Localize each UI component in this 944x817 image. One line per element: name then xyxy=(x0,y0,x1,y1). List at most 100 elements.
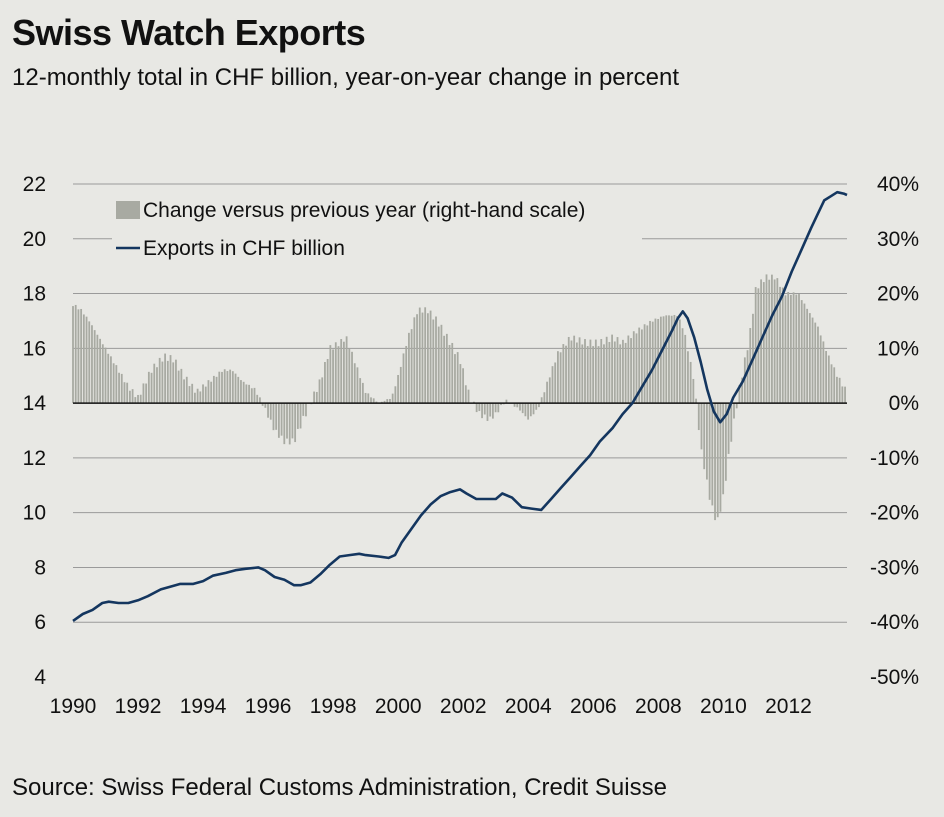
bar xyxy=(730,403,733,442)
bar xyxy=(692,378,695,404)
y-right-tick-label: 40% xyxy=(877,173,919,196)
bar xyxy=(88,321,91,404)
source-note: Source: Swiss Federal Customs Administra… xyxy=(12,774,667,801)
bar xyxy=(242,381,245,404)
bar xyxy=(199,391,202,404)
bar xyxy=(491,403,494,419)
bar xyxy=(459,364,462,404)
x-tick-label: 1994 xyxy=(180,695,227,718)
bar xyxy=(670,315,673,404)
legend-label: Change versus previous year (right-hand … xyxy=(143,199,585,222)
bar xyxy=(386,399,389,404)
bar xyxy=(562,344,565,404)
bar xyxy=(351,351,353,404)
bar xyxy=(91,325,93,404)
bar xyxy=(210,381,213,404)
bar xyxy=(773,279,776,404)
bar xyxy=(185,376,188,404)
bar xyxy=(131,389,134,404)
bar xyxy=(838,377,841,404)
bar xyxy=(183,379,185,404)
bar xyxy=(418,307,421,404)
x-tick-label: 2000 xyxy=(375,695,422,718)
bar xyxy=(202,384,204,404)
bar xyxy=(408,332,410,404)
bar xyxy=(120,373,123,404)
bar xyxy=(724,403,727,481)
bar xyxy=(689,361,692,404)
bar xyxy=(551,366,554,404)
bar xyxy=(215,376,218,404)
bar xyxy=(234,373,237,404)
bar xyxy=(286,403,288,439)
bar xyxy=(787,291,790,404)
bar xyxy=(261,403,264,406)
bar xyxy=(359,378,362,404)
bar xyxy=(516,403,519,408)
bar xyxy=(107,353,110,404)
bar xyxy=(575,342,578,404)
x-tick-label: 2008 xyxy=(635,695,682,718)
bar xyxy=(776,278,779,404)
bar xyxy=(513,403,516,407)
bar xyxy=(212,375,215,404)
bar xyxy=(432,319,435,404)
y-left-tick-label: 16 xyxy=(23,337,46,360)
bar xyxy=(565,345,567,404)
bar xyxy=(172,362,175,404)
bar xyxy=(619,344,622,404)
bar xyxy=(746,350,749,404)
bar xyxy=(535,403,538,410)
x-tick-label: 1998 xyxy=(310,695,357,718)
bar xyxy=(489,403,492,417)
bar-series xyxy=(72,274,846,521)
bar xyxy=(302,403,305,416)
bar xyxy=(405,345,408,404)
bar xyxy=(166,360,169,404)
y-left-tick-label: 6 xyxy=(34,611,46,634)
bar xyxy=(291,403,294,439)
bar xyxy=(784,295,787,404)
bar xyxy=(695,398,697,404)
bar xyxy=(294,403,297,443)
bar xyxy=(153,363,156,404)
bar xyxy=(673,314,676,404)
bar xyxy=(112,363,115,404)
bar xyxy=(253,387,256,404)
bar xyxy=(822,341,825,404)
bar xyxy=(640,329,643,404)
bar xyxy=(299,403,302,429)
bar xyxy=(277,403,280,438)
bar xyxy=(594,339,597,404)
bar xyxy=(410,329,413,404)
bar xyxy=(478,403,481,412)
bar xyxy=(118,372,120,404)
bar xyxy=(616,337,619,404)
bar xyxy=(440,324,443,404)
bar xyxy=(557,351,559,404)
bar xyxy=(77,309,80,404)
bar xyxy=(361,382,364,404)
bar xyxy=(627,335,630,404)
bar xyxy=(559,352,562,404)
bar xyxy=(632,331,635,404)
bar xyxy=(716,403,719,518)
bar xyxy=(543,392,546,404)
bar xyxy=(532,403,535,415)
bar xyxy=(527,403,530,420)
legend-label: Exports in CHF billion xyxy=(143,237,345,260)
bar xyxy=(72,306,74,404)
bar xyxy=(592,346,595,404)
bar xyxy=(711,403,714,506)
bar xyxy=(643,324,646,404)
x-tick-label: 2012 xyxy=(765,695,812,718)
bar xyxy=(196,388,199,404)
bar xyxy=(500,403,502,406)
bar xyxy=(603,344,605,404)
bar xyxy=(597,346,600,404)
bar xyxy=(324,361,326,404)
y-left-tick-label: 22 xyxy=(23,173,46,196)
bar xyxy=(697,403,700,431)
x-tick-label: 2002 xyxy=(440,695,487,718)
bar xyxy=(237,376,240,404)
